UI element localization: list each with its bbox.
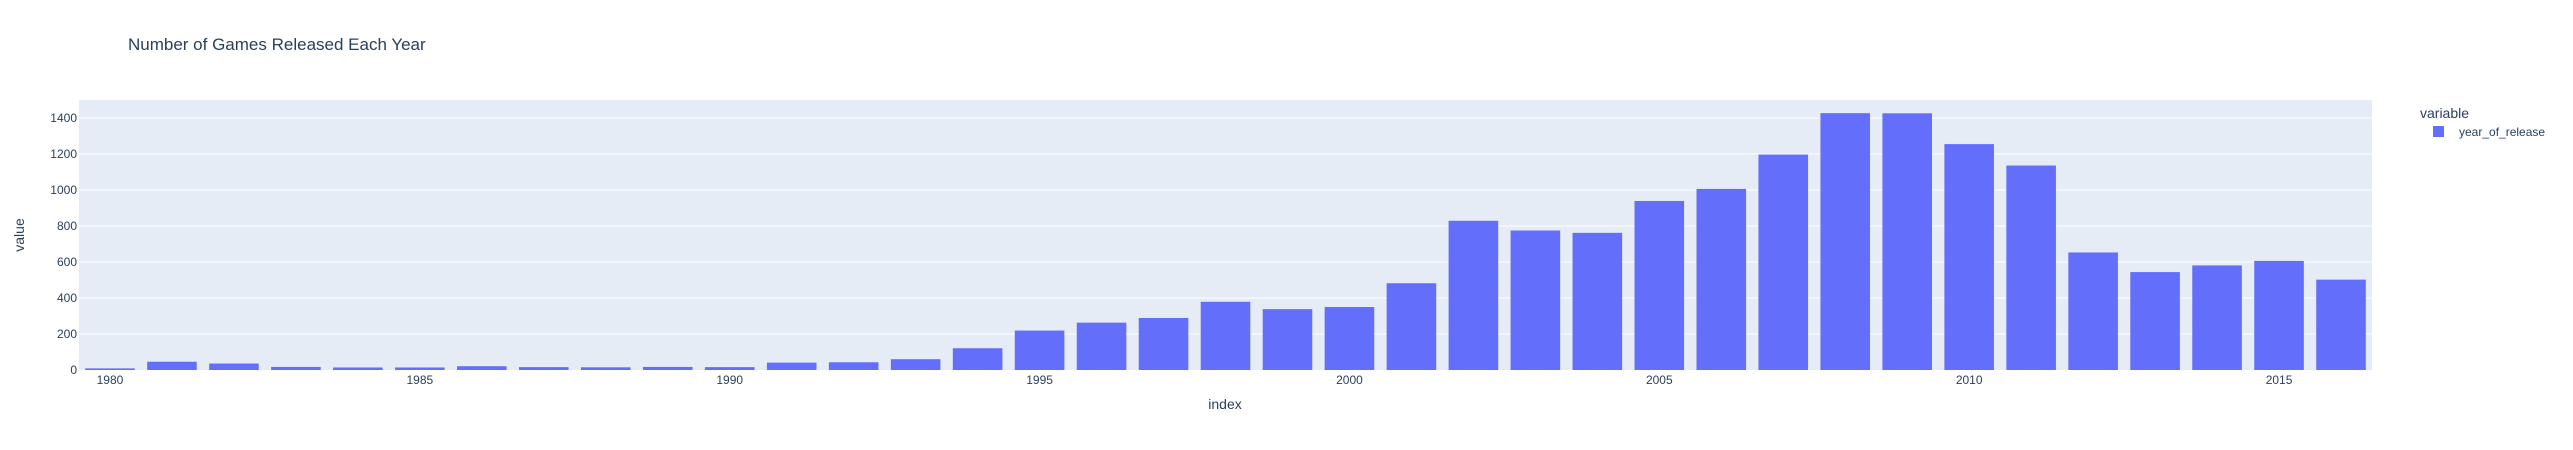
- bars: [85, 113, 2366, 370]
- y-axis-title: value: [11, 218, 27, 252]
- y-tick-label: 400: [57, 291, 77, 305]
- x-tick-label: 1985: [406, 373, 433, 387]
- legend-title: variable: [2420, 105, 2469, 121]
- bar-2008[interactable]: [1820, 113, 1871, 370]
- y-axis-ticks: 0 200 400 600 800 1000 1200 1400: [50, 111, 77, 377]
- x-tick-label: 2010: [1956, 373, 1983, 387]
- bar-2003[interactable]: [1510, 230, 1561, 371]
- bar-2012[interactable]: [2068, 252, 2118, 370]
- bar-1982[interactable]: [209, 363, 259, 370]
- bar-1983[interactable]: [271, 366, 321, 370]
- chart-title: Number of Games Released Each Year: [128, 35, 426, 54]
- bar-2001[interactable]: [1386, 283, 1437, 370]
- bar-2013[interactable]: [2130, 272, 2180, 370]
- bar-2009[interactable]: [1882, 113, 1932, 370]
- bar-2010[interactable]: [1944, 144, 1994, 370]
- y-tick-label: 200: [57, 327, 77, 341]
- bar-1992[interactable]: [828, 362, 879, 370]
- bar-1998[interactable]: [1200, 301, 1251, 370]
- bar-2000[interactable]: [1324, 307, 1375, 370]
- bar-1986[interactable]: [457, 366, 507, 370]
- x-tick-label: 2000: [1336, 373, 1363, 387]
- bar-2015[interactable]: [2254, 260, 2304, 370]
- bar-2014[interactable]: [2192, 265, 2242, 370]
- bar-2002[interactable]: [1448, 220, 1499, 370]
- x-tick-label: 1980: [97, 373, 124, 387]
- x-tick-label: 2005: [1646, 373, 1673, 387]
- x-axis-ticks: 1980 1985 1990 1995 2000 2005 2010 2015: [97, 373, 2293, 387]
- bar-2016[interactable]: [2316, 279, 2366, 370]
- x-axis-title: index: [1208, 396, 1241, 412]
- bar-2011[interactable]: [2006, 165, 2056, 370]
- bar-1990[interactable]: [704, 367, 755, 370]
- bar-1980[interactable]: [85, 368, 135, 370]
- y-tick-label: 800: [57, 219, 77, 233]
- legend: variable year_of_release: [2420, 105, 2545, 139]
- bar-1995[interactable]: [1014, 330, 1065, 370]
- y-tick-label: 1200: [50, 147, 77, 161]
- bar-1991[interactable]: [766, 362, 817, 370]
- x-tick-label: 2015: [2266, 373, 2293, 387]
- bar-1985[interactable]: [395, 367, 445, 370]
- y-tick-label: 0: [70, 363, 77, 377]
- legend-label[interactable]: year_of_release: [2459, 125, 2545, 139]
- bar-1999[interactable]: [1262, 309, 1313, 370]
- bar-1996[interactable]: [1076, 322, 1127, 370]
- x-tick-label: 1990: [716, 373, 743, 387]
- bar-2004[interactable]: [1572, 232, 1623, 370]
- x-tick-label: 1995: [1026, 373, 1053, 387]
- y-tick-label: 1000: [50, 183, 77, 197]
- bar-1997[interactable]: [1138, 317, 1189, 370]
- bar-1993[interactable]: [890, 359, 941, 370]
- bar-2007[interactable]: [1758, 154, 1809, 370]
- bar-1994[interactable]: [952, 348, 1003, 370]
- bar-2006[interactable]: [1696, 188, 1747, 370]
- legend-swatch[interactable]: [2433, 126, 2444, 137]
- bar-1989[interactable]: [642, 366, 693, 370]
- bar-1987[interactable]: [519, 367, 569, 370]
- y-tick-label: 600: [57, 255, 77, 269]
- bar-2005[interactable]: [1634, 200, 1685, 370]
- bar-1988[interactable]: [580, 367, 631, 370]
- y-tick-label: 1400: [50, 111, 77, 125]
- bar-1981[interactable]: [147, 361, 197, 370]
- bar-1984[interactable]: [333, 367, 383, 370]
